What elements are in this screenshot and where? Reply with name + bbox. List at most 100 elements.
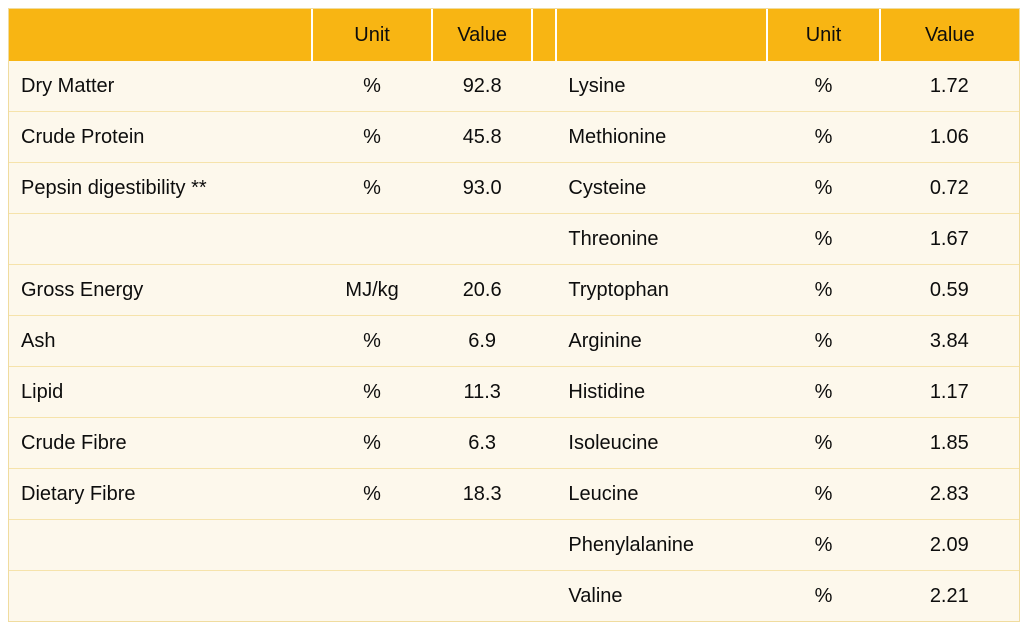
value-cell-left: 6.3	[432, 417, 533, 469]
spacer-cell	[532, 570, 557, 621]
table-row: Crude Fibre % 6.3 Isoleucine % 1.85	[9, 417, 1019, 469]
unit-cell-left: %	[311, 315, 433, 367]
value-header-left: Value	[431, 9, 533, 61]
unit-cell-right: %	[767, 519, 880, 571]
spacer-cell	[532, 315, 557, 367]
value-cell-right: 0.72	[879, 162, 1019, 214]
table-header: Unit Value Unit Value	[9, 9, 1019, 61]
unit-cell-left: %	[311, 111, 433, 163]
nutrient-cell-right: Cysteine	[556, 162, 768, 214]
table-body: Dry Matter % 92.8 Lysine % 1.72 Crude Pr…	[9, 61, 1019, 621]
value-cell-left: 45.8	[432, 111, 533, 163]
nutrient-cell-left: Crude Fibre	[9, 417, 312, 469]
nutrient-cell-right: Isoleucine	[556, 417, 768, 469]
unit-cell-right: %	[767, 417, 880, 469]
table-row: Valine % 2.21	[9, 570, 1019, 621]
nutrient-cell-left: Lipid	[9, 366, 312, 418]
value-cell-left: 18.3	[432, 468, 533, 520]
nutrient-cell-left: Dietary Fibre	[9, 468, 312, 520]
nutrient-cell-right: Methionine	[556, 111, 768, 163]
spacer-cell	[532, 213, 557, 265]
nutrient-cell-right: Arginine	[556, 315, 768, 367]
table-row: Dietary Fibre % 18.3 Leucine % 2.83	[9, 468, 1019, 520]
unit-header-right: Unit	[766, 9, 880, 61]
unit-cell-right: %	[767, 570, 880, 621]
unit-cell-left: %	[311, 468, 433, 520]
nutrient-cell-right: Tryptophan	[556, 264, 768, 316]
spacer-cell	[532, 366, 557, 418]
nutrient-cell-left	[9, 519, 312, 571]
value-cell-right: 3.84	[879, 315, 1019, 367]
value-cell-right: 2.83	[879, 468, 1019, 520]
table-row: Gross Energy MJ/kg 20.6 Tryptophan % 0.5…	[9, 264, 1019, 316]
nutrient-cell-left: Crude Protein	[9, 111, 312, 163]
unit-cell-left: %	[311, 417, 433, 469]
header-row: Unit Value Unit Value	[9, 9, 1019, 61]
nutrient-cell-left	[9, 213, 312, 265]
nutrient-composition-table: Unit Value Unit Value Dry Matter % 92.8 …	[9, 9, 1019, 621]
nutrient-cell-right: Valine	[556, 570, 768, 621]
spacer-header	[531, 9, 557, 61]
value-cell-left: 11.3	[432, 366, 533, 418]
value-cell-left	[432, 213, 533, 265]
unit-cell-right: %	[767, 162, 880, 214]
unit-cell-right: %	[767, 111, 880, 163]
value-cell-right: 0.59	[879, 264, 1019, 316]
value-cell-right: 1.17	[879, 366, 1019, 418]
unit-cell-left: %	[311, 162, 433, 214]
value-cell-right: 1.85	[879, 417, 1019, 469]
spacer-cell	[532, 162, 557, 214]
unit-cell-left	[311, 570, 433, 621]
spacer-cell	[532, 417, 557, 469]
unit-header-left: Unit	[310, 9, 433, 61]
unit-cell-left: MJ/kg	[311, 264, 433, 316]
spacer-cell	[532, 468, 557, 520]
value-cell-left: 93.0	[432, 162, 533, 214]
value-cell-right: 1.67	[879, 213, 1019, 265]
unit-cell-left	[311, 213, 433, 265]
nutrient-cell-left: Pepsin digestibility **	[9, 162, 312, 214]
value-cell-left	[432, 570, 533, 621]
nutrient-table-container: Unit Value Unit Value Dry Matter % 92.8 …	[8, 8, 1020, 622]
spacer-cell	[532, 264, 557, 316]
unit-cell-left: %	[311, 366, 433, 418]
nutrient-cell-right: Histidine	[556, 366, 768, 418]
nutrient-cell-right: Phenylalanine	[556, 519, 768, 571]
unit-cell-right: %	[767, 468, 880, 520]
blank-header-right	[555, 9, 768, 61]
table-row: Crude Protein % 45.8 Methionine % 1.06	[9, 111, 1019, 163]
table-row: Phenylalanine % 2.09	[9, 519, 1019, 571]
nutrient-cell-left: Gross Energy	[9, 264, 312, 316]
nutrient-cell-left	[9, 570, 312, 621]
unit-cell-right: %	[767, 213, 880, 265]
value-header-right: Value	[878, 9, 1019, 61]
table-row: Pepsin digestibility ** % 93.0 Cysteine …	[9, 162, 1019, 214]
value-cell-left: 6.9	[432, 315, 533, 367]
value-cell-right: 1.72	[879, 61, 1019, 112]
unit-cell-right: %	[767, 264, 880, 316]
unit-cell-left: %	[311, 61, 433, 112]
value-cell-left	[432, 519, 533, 571]
nutrient-cell-right: Threonine	[556, 213, 768, 265]
value-cell-right: 2.21	[879, 570, 1019, 621]
table-row: Lipid % 11.3 Histidine % 1.17	[9, 366, 1019, 418]
nutrient-cell-left: Dry Matter	[9, 61, 312, 112]
nutrient-cell-right: Leucine	[556, 468, 768, 520]
unit-cell-right: %	[767, 315, 880, 367]
value-cell-right: 2.09	[879, 519, 1019, 571]
spacer-cell	[532, 61, 557, 112]
blank-header-left	[9, 9, 312, 61]
unit-cell-right: %	[767, 366, 880, 418]
unit-cell-right: %	[767, 61, 880, 112]
table-row: Ash % 6.9 Arginine % 3.84	[9, 315, 1019, 367]
value-cell-left: 92.8	[432, 61, 533, 112]
nutrient-cell-left: Ash	[9, 315, 312, 367]
table-row: Dry Matter % 92.8 Lysine % 1.72	[9, 61, 1019, 112]
table-row: Threonine % 1.67	[9, 213, 1019, 265]
nutrient-cell-right: Lysine	[556, 61, 768, 112]
value-cell-left: 20.6	[432, 264, 533, 316]
spacer-cell	[532, 519, 557, 571]
unit-cell-left	[311, 519, 433, 571]
value-cell-right: 1.06	[879, 111, 1019, 163]
